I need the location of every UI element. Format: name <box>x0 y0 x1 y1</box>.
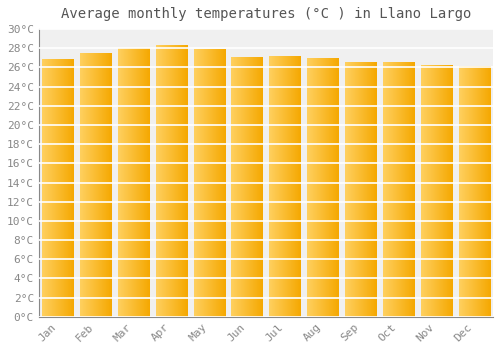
Title: Average monthly temperatures (°C ) in Llano Largo: Average monthly temperatures (°C ) in Ll… <box>60 7 471 21</box>
